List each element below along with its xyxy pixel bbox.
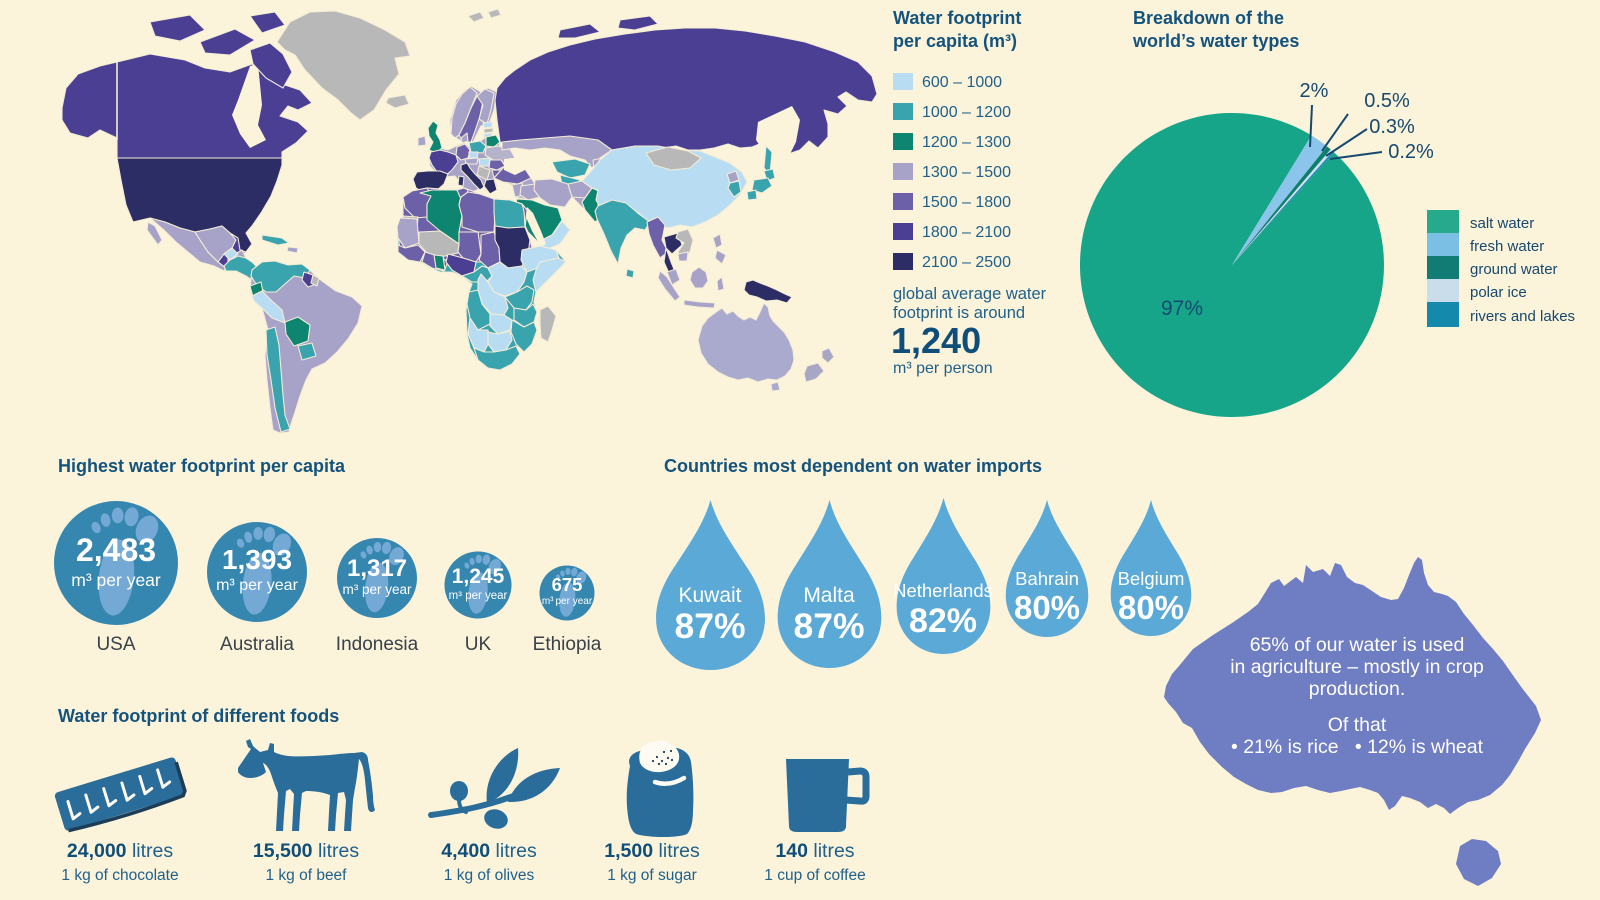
- svg-text:0.3%: 0.3%: [1369, 116, 1415, 138]
- svg-text:UK: UK: [465, 634, 492, 655]
- svg-text:footprint is around: footprint is around: [893, 304, 1025, 322]
- svg-text:Belgium: Belgium: [1118, 568, 1185, 589]
- svg-text:Malta: Malta: [803, 584, 855, 607]
- svg-text:1200 – 1300: 1200 – 1300: [922, 134, 1011, 151]
- svg-text:Kuwait: Kuwait: [678, 584, 741, 607]
- svg-text:Bahrain: Bahrain: [1015, 568, 1079, 589]
- svg-text:0.5%: 0.5%: [1364, 90, 1410, 112]
- svg-text:m³ per year: m³ per year: [449, 590, 508, 602]
- svg-text:140 litres: 140 litres: [775, 840, 854, 862]
- svg-text:2,483: 2,483: [76, 532, 156, 568]
- svg-text:Countries most dependent on wa: Countries most dependent on water import…: [664, 456, 1042, 476]
- svg-text:2%: 2%: [1300, 80, 1329, 102]
- svg-text:m³ per year: m³ per year: [216, 577, 298, 594]
- svg-text:global average water: global average water: [893, 285, 1047, 303]
- svg-text:80%: 80%: [1014, 589, 1080, 626]
- svg-text:97%: 97%: [1161, 297, 1203, 320]
- svg-text:Australia: Australia: [220, 634, 294, 655]
- svg-text:1500 – 1800: 1500 – 1800: [922, 194, 1011, 211]
- svg-text:m³ per year: m³ per year: [71, 570, 161, 590]
- svg-text:rivers and lakes: rivers and lakes: [1470, 308, 1575, 325]
- svg-text:675: 675: [552, 574, 583, 595]
- svg-text:1000 – 1200: 1000 – 1200: [922, 104, 1011, 121]
- svg-text:m³ per year: m³ per year: [342, 582, 412, 597]
- svg-text:in agriculture – mostly in cro: in agriculture – mostly in crop: [1230, 656, 1484, 678]
- svg-text:1 kg of beef: 1 kg of beef: [265, 867, 347, 884]
- svg-text:80%: 80%: [1118, 589, 1184, 626]
- svg-text:USA: USA: [96, 634, 135, 655]
- svg-text:Water footprint of different f: Water footprint of different foods: [58, 706, 339, 726]
- svg-text:1 kg of chocolate: 1 kg of chocolate: [61, 867, 178, 884]
- svg-text:Indonesia: Indonesia: [336, 634, 419, 655]
- svg-text:ground water: ground water: [1470, 261, 1558, 278]
- svg-text:87%: 87%: [674, 606, 745, 646]
- svg-text:polar ice: polar ice: [1470, 284, 1527, 301]
- svg-text:Netherlands: Netherlands: [893, 580, 993, 601]
- svg-text:fresh water: fresh water: [1470, 238, 1544, 255]
- svg-text:1 kg of olives: 1 kg of olives: [444, 867, 535, 884]
- svg-text:1800 – 2100: 1800 – 2100: [922, 224, 1011, 241]
- svg-text:Highest water footprint per ca: Highest water footprint per capita: [58, 456, 346, 476]
- svg-text:1,245: 1,245: [452, 565, 505, 588]
- svg-text:1,500 litres: 1,500 litres: [604, 840, 700, 862]
- svg-text:65% of our water is used: 65% of our water is used: [1250, 634, 1465, 656]
- svg-text:1,240: 1,240: [891, 320, 981, 361]
- svg-text:Breakdown of the: Breakdown of the: [1133, 8, 1284, 28]
- svg-text:Water footprint: Water footprint: [893, 8, 1021, 28]
- svg-text:600 – 1000: 600 – 1000: [922, 74, 1002, 91]
- svg-text:m³ per person: m³ per person: [893, 360, 993, 377]
- svg-text:Of that: Of that: [1328, 714, 1387, 736]
- svg-text:per capita (m³): per capita (m³): [893, 31, 1017, 51]
- svg-text:salt water: salt water: [1470, 215, 1534, 232]
- svg-text:m³ per year: m³ per year: [542, 596, 593, 607]
- svg-text:82%: 82%: [909, 602, 977, 640]
- svg-text:1300 – 1500: 1300 – 1500: [922, 164, 1011, 181]
- svg-text:• 21% is rice • 12% is wheat: • 21% is rice • 12% is wheat: [1231, 736, 1484, 758]
- svg-text:1,393: 1,393: [222, 544, 292, 575]
- svg-text:1 kg of sugar: 1 kg of sugar: [607, 867, 697, 884]
- svg-text:world’s water types: world’s water types: [1132, 31, 1299, 51]
- svg-text:15,500 litres: 15,500 litres: [253, 840, 359, 862]
- svg-text:0.2%: 0.2%: [1388, 141, 1434, 163]
- svg-text:87%: 87%: [793, 606, 864, 646]
- svg-text:production.: production.: [1309, 678, 1405, 700]
- svg-text:2100 – 2500: 2100 – 2500: [922, 254, 1011, 271]
- svg-text:1 cup of coffee: 1 cup of coffee: [764, 867, 865, 884]
- svg-text:Ethiopia: Ethiopia: [533, 634, 602, 655]
- svg-text:1,317: 1,317: [347, 555, 407, 582]
- svg-text:24,000 litres: 24,000 litres: [67, 840, 173, 862]
- svg-text:4,400 litres: 4,400 litres: [441, 840, 537, 862]
